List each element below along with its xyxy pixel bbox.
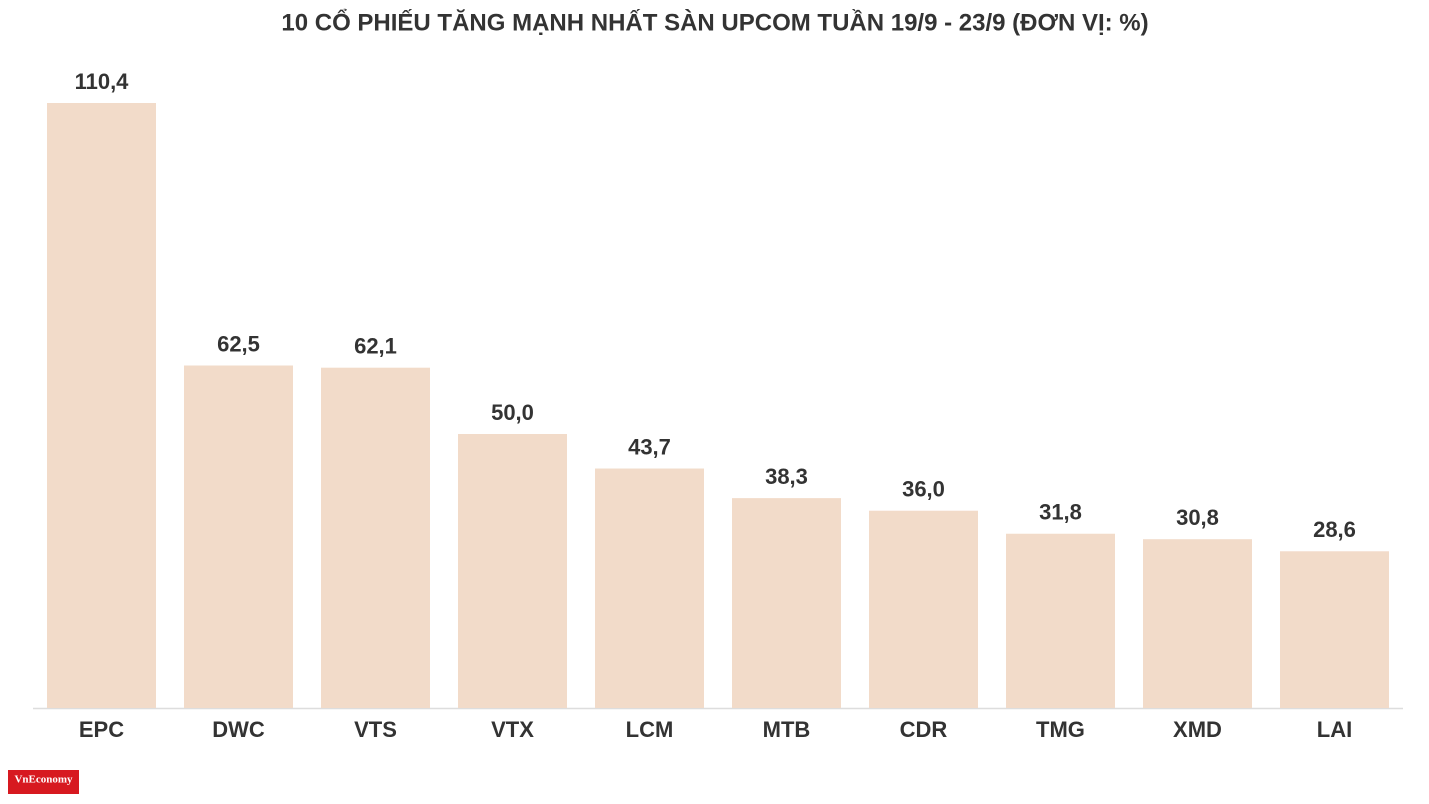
bar — [458, 433, 567, 708]
bar — [1143, 539, 1252, 708]
bar — [184, 365, 293, 708]
value-label: 50,0 — [491, 400, 534, 425]
x-tick-label: TMG — [1036, 717, 1085, 742]
x-tick-label: VTX — [491, 717, 534, 742]
x-tick-label: EPC — [79, 717, 124, 742]
x-tick-label: MTB — [763, 717, 811, 742]
value-label: 31,8 — [1039, 500, 1082, 525]
x-tick-label: LAI — [1317, 717, 1352, 742]
bar — [47, 103, 156, 708]
value-label: 38,3 — [765, 464, 808, 489]
value-label: 30,8 — [1176, 505, 1219, 530]
value-label: 43,7 — [628, 434, 671, 459]
bar — [732, 498, 841, 708]
logo-box — [8, 770, 79, 794]
bar — [321, 367, 430, 708]
x-tick-label: XMD — [1173, 717, 1222, 742]
x-tick-label: DWC — [212, 717, 265, 742]
bar — [1006, 533, 1115, 708]
value-label: 110,4 — [75, 69, 130, 94]
bar — [1280, 551, 1389, 708]
value-label: 62,1 — [354, 334, 397, 359]
value-label: 36,0 — [902, 477, 945, 502]
chart-title: 10 CỔ PHIẾU TĂNG MẠNH NHẤT SÀN UPCOM TUẦ… — [281, 8, 1148, 36]
x-tick-label: CDR — [900, 717, 948, 742]
x-tick-label: VTS — [354, 717, 397, 742]
bar — [869, 510, 978, 708]
value-label: 28,6 — [1313, 517, 1356, 542]
value-label: 62,5 — [217, 331, 260, 356]
x-tick-label: LCM — [626, 717, 674, 742]
logo: VnEconomy — [14, 774, 73, 786]
bar — [595, 468, 704, 708]
